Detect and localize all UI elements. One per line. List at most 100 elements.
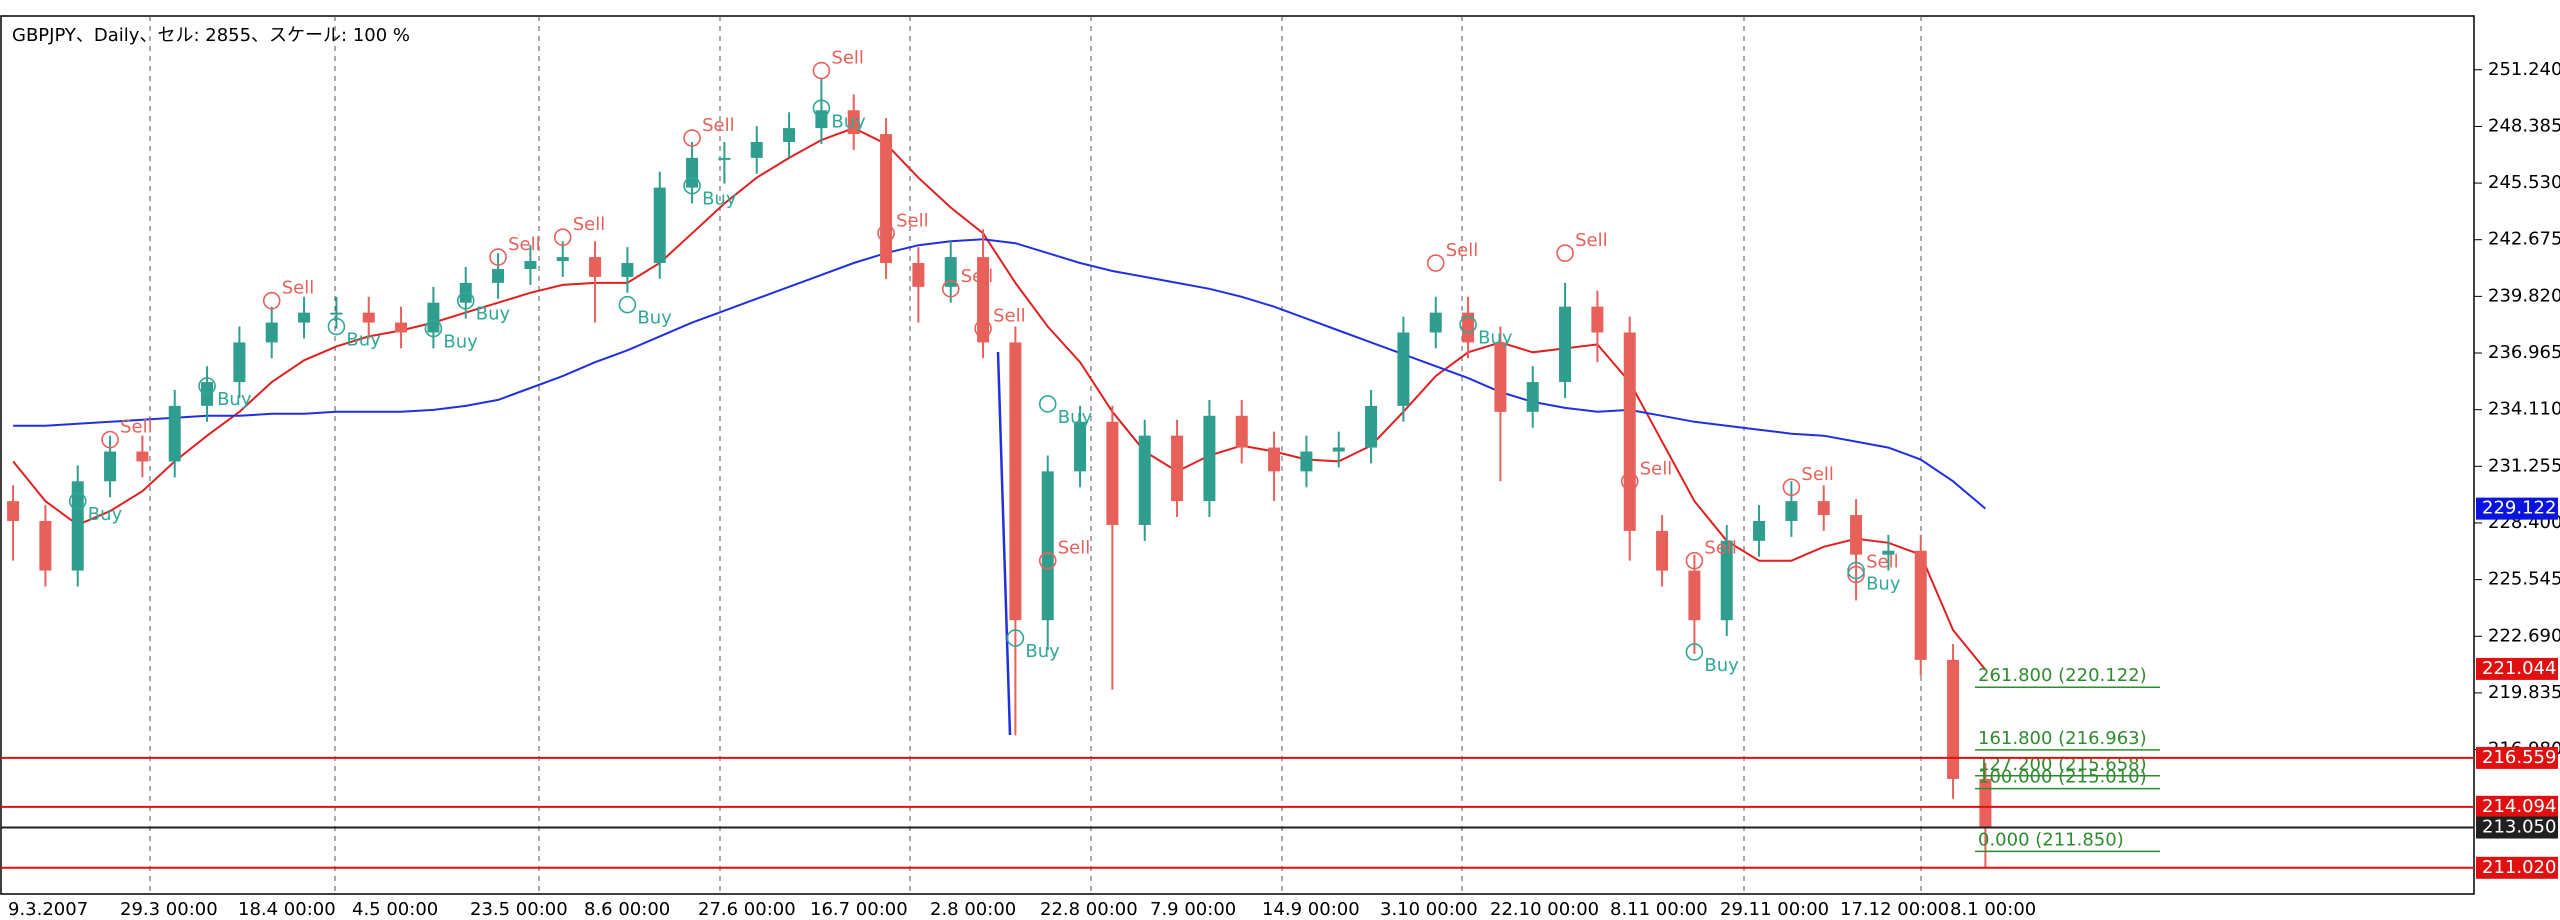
- signal-marker: [489, 248, 507, 266]
- candle-body: [1429, 312, 1442, 333]
- signal-label: Buy: [88, 504, 123, 525]
- y-tick-label: 234.110: [2488, 399, 2560, 420]
- signal-marker: [424, 319, 443, 338]
- signal-marker: [1685, 643, 1704, 661]
- x-tick-label: 8.11 00:00: [1610, 899, 1708, 920]
- signal-marker: [683, 129, 701, 147]
- price-label-box: [2476, 746, 2558, 769]
- signal-marker: [618, 295, 637, 314]
- trend-line: [996, 351, 1012, 736]
- x-tick-label: 14.9 00:00: [1262, 899, 1360, 920]
- candle-body: [492, 268, 505, 283]
- signal-label: Buy: [1704, 655, 1739, 676]
- candle-body: [395, 322, 408, 333]
- candle-body: [1720, 540, 1733, 621]
- signal-marker: [974, 319, 992, 338]
- price-label: 214.094: [2482, 796, 2556, 817]
- fib-label: 0.000 (211.850): [1978, 829, 2124, 850]
- candle-body: [1009, 342, 1022, 621]
- signal-label: Sell: [1704, 538, 1737, 559]
- price-label-box: [2476, 795, 2558, 818]
- signal-label: Buy: [217, 389, 252, 410]
- signal-marker: [1006, 629, 1025, 647]
- candle-body: [1947, 659, 1960, 779]
- candle-body: [1235, 415, 1248, 448]
- candle-body: [783, 128, 796, 142]
- chart-title: GBPJPY、Daily、セル: 2855、スケール: 100 %: [12, 25, 410, 46]
- signal-label: Sell: [702, 115, 735, 136]
- signal-marker: [812, 61, 831, 80]
- signal-marker: [1685, 551, 1704, 570]
- y-tick-label: 251.240: [2488, 59, 2560, 80]
- candle-body: [589, 257, 602, 277]
- x-tick-label: 29.3 00:00: [120, 899, 218, 920]
- x-tick-label: 17.12 00:00: [1840, 899, 1949, 920]
- signal-label: Sell: [1058, 538, 1091, 559]
- x-tick-label: 18.4 00:00: [238, 899, 336, 920]
- candle-body: [1203, 415, 1216, 502]
- x-tick-label: 16.7 00:00: [810, 899, 908, 920]
- x-tick-label: 29.11 00:00: [1720, 899, 1829, 920]
- candle-body: [944, 257, 957, 287]
- candle-body: [1785, 501, 1798, 521]
- price-label-box: [2476, 856, 2558, 879]
- signal-marker: [1038, 395, 1057, 413]
- signal-marker: [683, 176, 701, 195]
- price-label-box: [2476, 657, 2558, 680]
- price-label: 213.050: [2482, 817, 2556, 838]
- x-tick-label: 22.8 00:00: [1040, 899, 1138, 920]
- signal-label: Buy: [1058, 407, 1093, 428]
- candle-body: [298, 312, 311, 323]
- candle-body: [1171, 435, 1184, 502]
- signal-label: Sell: [896, 210, 929, 231]
- signal-marker: [68, 492, 87, 510]
- signal-label: Buy: [637, 308, 672, 329]
- signal-marker: [101, 430, 119, 449]
- price-label-box: [2476, 497, 2558, 520]
- candle-body: [362, 312, 375, 323]
- price-label: 216.559: [2482, 747, 2556, 768]
- candle-body: [1268, 447, 1281, 472]
- candle-body: [1397, 332, 1410, 406]
- candle-body: [1138, 435, 1151, 525]
- x-tick-label: 8.1 00:00: [1950, 899, 2036, 920]
- candle-body: [136, 451, 149, 462]
- signal-label: Buy: [443, 332, 478, 353]
- candle-body: [524, 261, 537, 269]
- candle-body: [621, 263, 634, 277]
- signal-marker: [1847, 565, 1865, 584]
- signal-marker: [198, 377, 216, 395]
- candle-body: [1979, 778, 1992, 828]
- candle-body: [1882, 550, 1895, 555]
- signal-label: Buy: [476, 304, 511, 325]
- signal-label: Sell: [508, 234, 541, 255]
- signal-label: Buy: [1866, 574, 1901, 595]
- candle-body: [330, 312, 343, 315]
- y-tick-label: 222.690: [2488, 625, 2560, 646]
- signal-label: Buy: [346, 330, 381, 351]
- signal-label: Sell: [1801, 464, 1834, 485]
- y-tick-label: 245.530: [2488, 172, 2560, 193]
- candle-body: [1074, 421, 1087, 472]
- candle-body: [686, 157, 699, 188]
- y-tick-label: 225.545: [2488, 569, 2560, 590]
- signal-marker: [262, 291, 281, 310]
- candle-body: [556, 257, 569, 262]
- signal-label: Buy: [702, 189, 737, 210]
- signal-label: Buy: [1025, 641, 1060, 662]
- x-tick-label: 7.9 00:00: [1150, 899, 1236, 920]
- signal-marker: [1620, 472, 1639, 491]
- signal-label: Sell: [993, 306, 1026, 327]
- fib-label: 100.000 (215.010): [1978, 767, 2147, 788]
- price-label: 211.020: [2482, 857, 2556, 878]
- signal-label: Sell: [1640, 458, 1673, 479]
- x-tick-label: 27.6 00:00: [698, 899, 796, 920]
- signal-label: Sell: [120, 417, 153, 438]
- signal-marker: [1459, 315, 1477, 334]
- price-label-box: [2476, 816, 2558, 839]
- moving-average: [12, 127, 1987, 671]
- candle-body: [7, 501, 20, 521]
- candle-body: [1591, 306, 1604, 333]
- signal-marker: [1556, 244, 1574, 262]
